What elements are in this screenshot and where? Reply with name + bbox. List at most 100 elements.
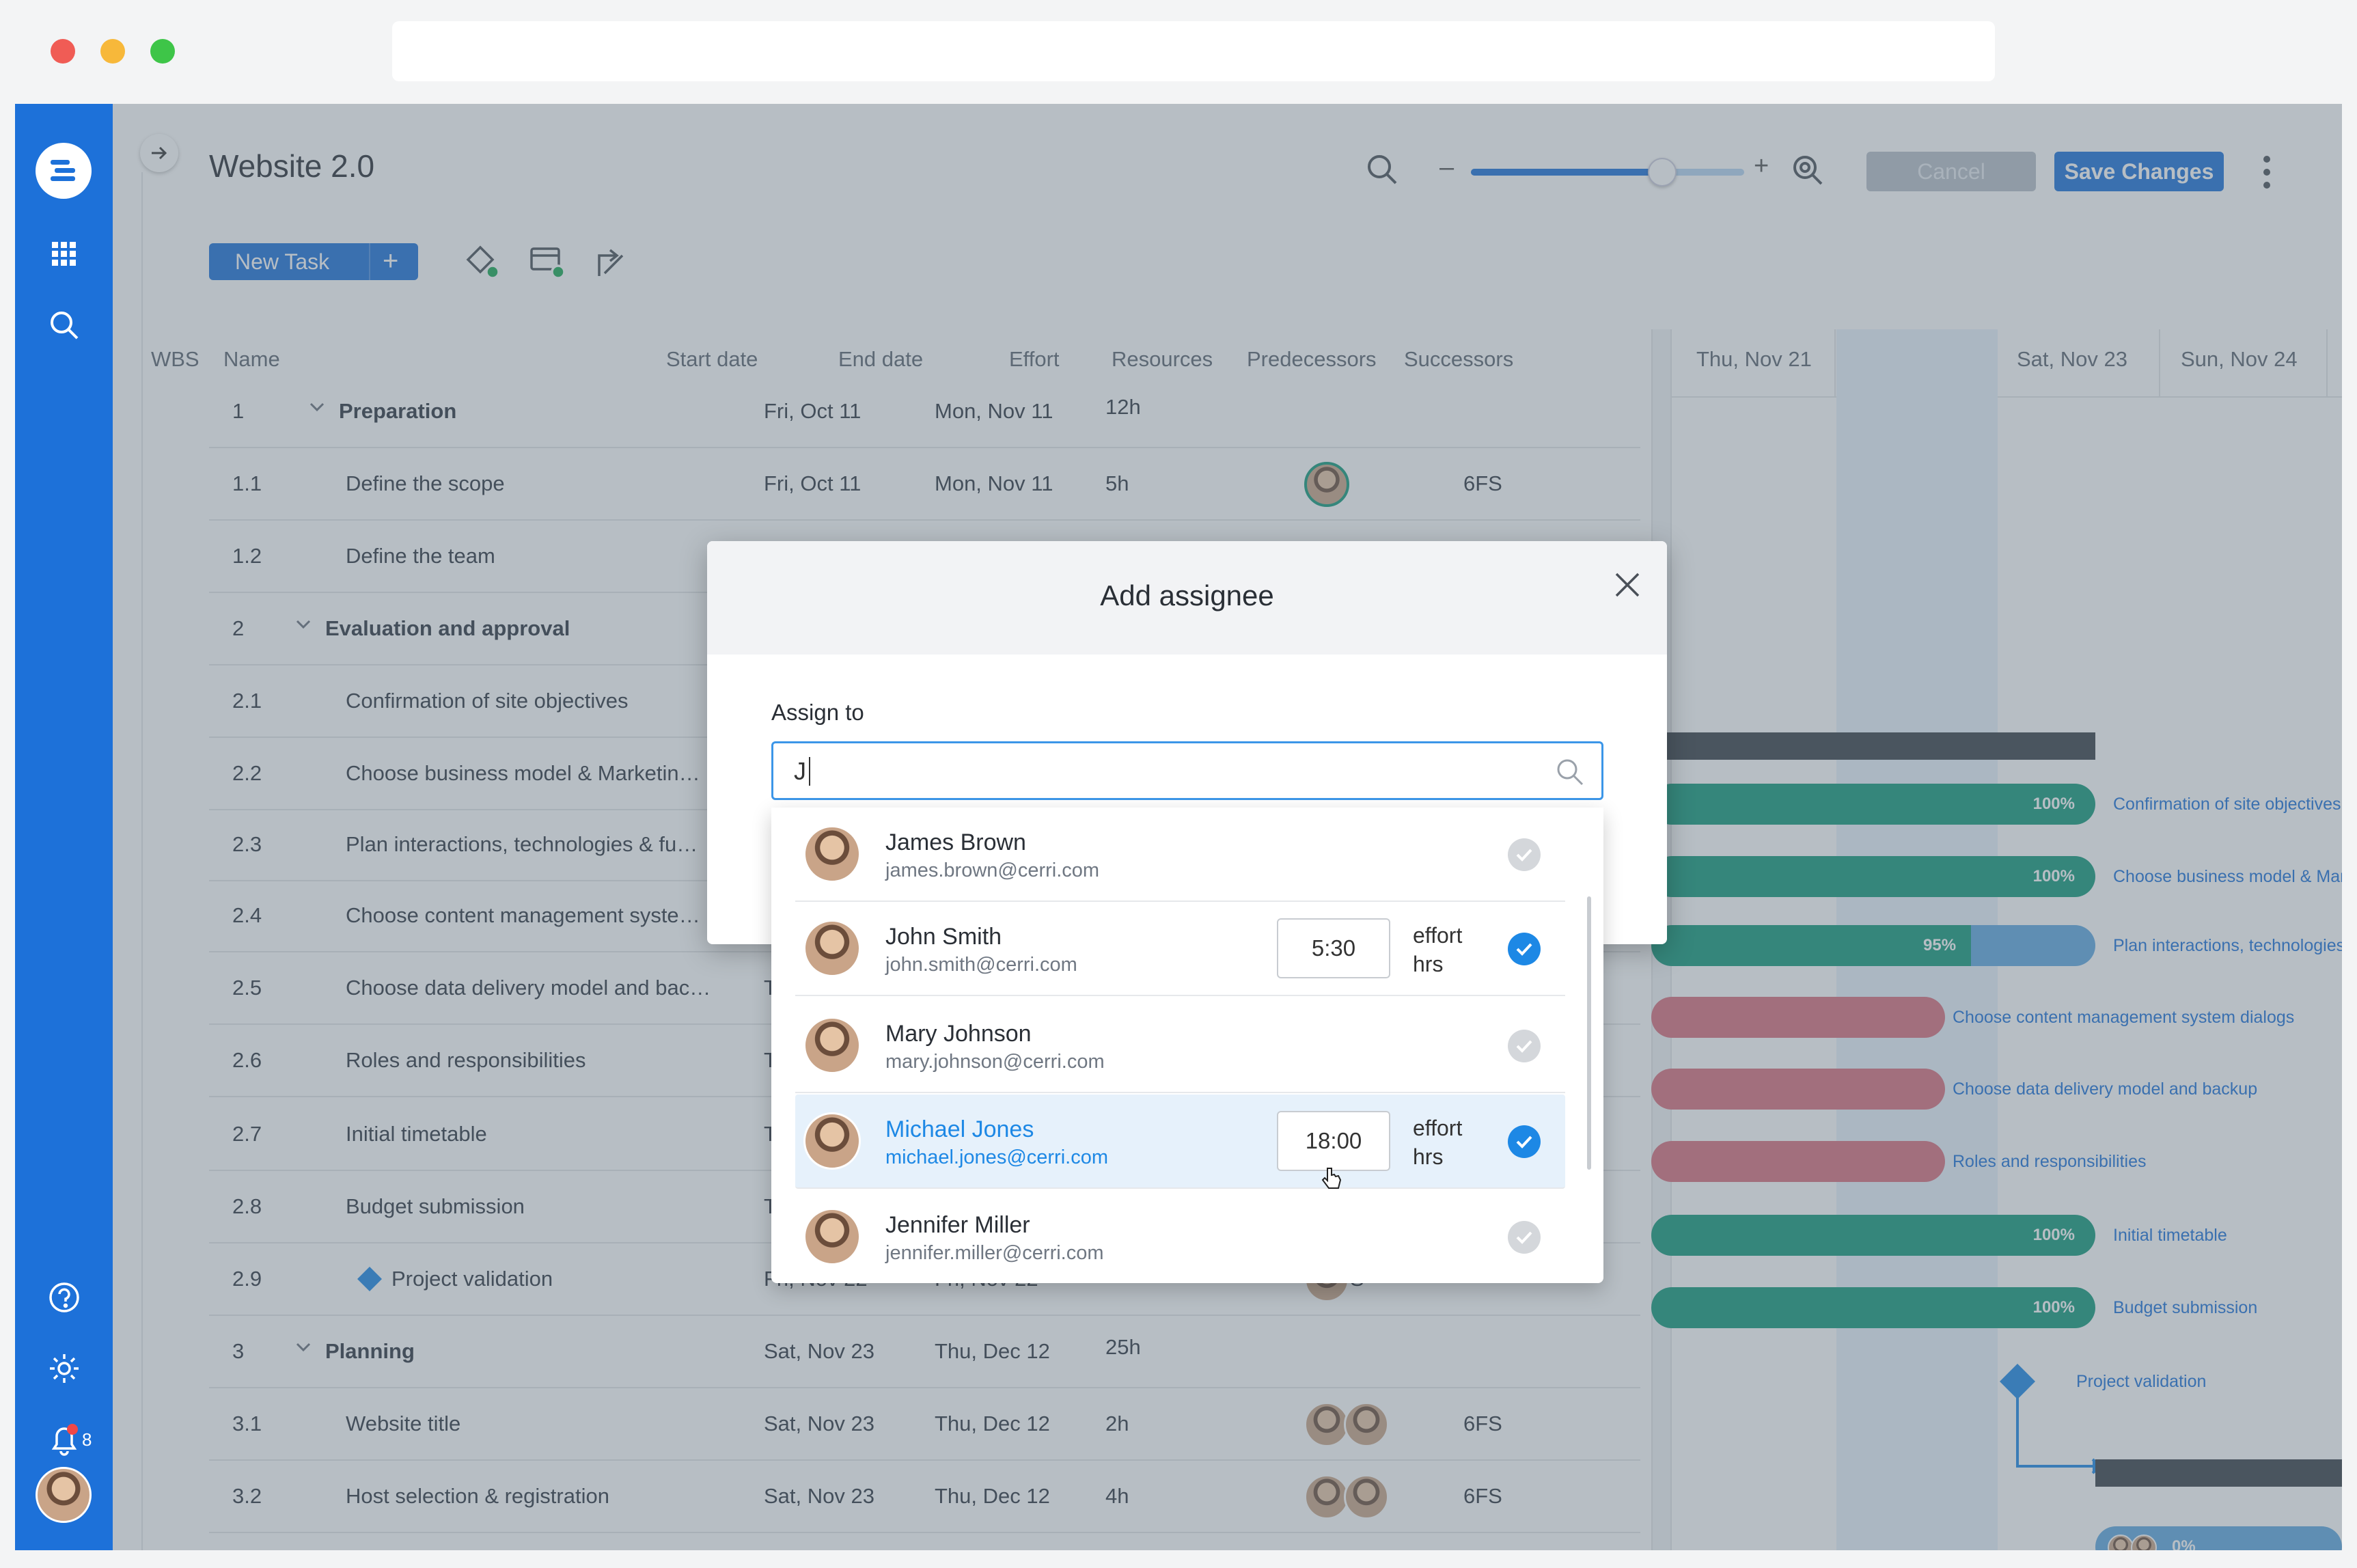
gantt-task-label: Budget submission [2113,1298,2258,1317]
settings-gear-icon[interactable] [15,1345,113,1392]
maximize-window-button[interactable] [150,39,175,64]
column-header-name[interactable]: Name [223,347,280,371]
resource-avatar[interactable] [1344,1402,1389,1447]
table-row[interactable]: 3.2 Host selection & registration Sat, Nov… [209,1461,1640,1533]
gantt-milestone-diamond[interactable] [1998,1362,2037,1404]
column-header-effort[interactable]: Effort [1009,347,1060,371]
zoom-slider[interactable] [1471,158,1744,187]
sidebar: 8 [15,104,113,1550]
new-task-button[interactable]: New Task + [209,243,418,280]
plus-icon: + [383,246,399,276]
person-name: Jennifer Miller [885,1212,1030,1238]
gantt-day-header: Sun, Nov 24 [2181,347,2298,371]
zoom-in-button[interactable]: + [1754,152,1769,180]
gantt-day-divider [1834,329,1836,398]
apps-grid-icon[interactable] [15,230,113,278]
person-avatar [803,825,861,883]
column-header-end-date[interactable]: End date [838,347,924,371]
chevron-down-icon[interactable] [295,619,312,633]
person-email: jennifer.miller@cerri.com [885,1242,1104,1264]
text-cursor [809,757,810,786]
resource-avatar[interactable] [1304,1474,1349,1519]
zoom-out-button[interactable]: – [1439,153,1455,182]
zoom-fit-icon[interactable] [1791,153,1825,191]
add-group-icon[interactable] [529,245,566,284]
notifications-bell-icon[interactable]: 8 [15,1416,113,1463]
gantt-day-divider [2326,329,2328,398]
gantt-bars: 100% Confirmation of site objectives 100% C… [1651,329,2342,1550]
cancel-button[interactable]: Cancel [1866,152,2036,191]
column-header-start-date[interactable]: Start date [666,347,758,371]
help-icon[interactable] [15,1274,113,1321]
gantt-task-bar[interactable]: 100% [1651,784,2095,825]
checked-checkbox-icon[interactable] [1508,1125,1541,1158]
unchecked-checkbox-icon[interactable] [1508,1030,1541,1062]
unchecked-checkbox-icon[interactable] [1508,838,1541,871]
assignee-option[interactable]: Michael Jones michael.jones@cerri.com 18:0… [795,1095,1565,1189]
save-changes-button[interactable]: Save Changes [2054,152,2224,191]
assignee-search-input[interactable]: J [771,741,1603,800]
effort-hours-input[interactable]: 5:30 [1277,918,1390,978]
column-header-successors[interactable]: Successors [1404,347,1514,371]
gantt-task-label: Plan interactions, technologies & functi… [2113,936,2342,955]
assignee-option[interactable]: James Brown james.brown@cerri.com [795,808,1565,902]
zoom-slider-fill [1471,169,1662,176]
gantt-task-bar[interactable]: 95% [1651,925,2095,966]
person-avatar [803,920,861,977]
add-milestone-icon[interactable] [465,245,501,284]
person-avatar [803,1112,861,1170]
minimize-window-button[interactable] [100,39,125,64]
assignee-option[interactable]: Jennifer Miller jennifer.miller@cerri.com [795,1190,1565,1283]
unchecked-checkbox-icon[interactable] [1508,1221,1541,1254]
gantt-task-label: Initial timetable [2113,1226,2227,1245]
link-dependency-icon[interactable] [595,246,628,282]
assignee-option[interactable]: Mary Johnson mary.johnson@cerri.com [795,999,1565,1093]
user-avatar[interactable] [36,1467,92,1523]
assign-to-label: Assign to [771,700,864,725]
effort-hours-input[interactable]: 18:00 [1277,1111,1390,1171]
checked-checkbox-icon[interactable] [1508,933,1541,965]
address-bar[interactable] [392,21,1995,81]
person-avatar [803,1017,861,1074]
panel-divider [141,172,143,1550]
column-header-resources[interactable]: Resources [1112,347,1213,371]
table-row[interactable]: 1.1 Define the scope Fri, Oct 11 Mon, Nov 1… [209,448,1640,521]
gantt-task-bar[interactable] [1651,1069,1945,1110]
app-logo[interactable] [36,143,92,199]
table-row[interactable]: 1 Preparation Fri, Oct 11 Mon, Nov 11 12h [209,377,1640,448]
person-avatar [803,1208,861,1265]
table-row[interactable]: 3.1 Website title Sat, Nov 23 Thu, Dec 12 2h… [209,1388,1640,1461]
gantt-task-label: Choose content management system dialogs [1953,1008,2295,1027]
gantt-task-label: Roles and responsibilities [1953,1152,2147,1171]
modal-title: Add assignee [1100,579,1274,611]
table-row[interactable]: 3 Planning Sat, Nov 23 Thu, Dec 12 25h [209,1316,1640,1388]
expand-panel-button[interactable] [140,134,178,172]
gantt-task-bar[interactable]: 100% [1651,1215,2095,1256]
close-icon[interactable] [1612,570,1642,603]
chevron-down-icon[interactable] [295,1342,312,1356]
search-icon[interactable] [1366,153,1398,189]
gantt-task-bar[interactable] [1651,997,1945,1038]
dropdown-scrollbar[interactable] [1587,896,1591,1170]
person-name: Michael Jones [885,1116,1034,1142]
assignee-option[interactable]: John Smith john.smith@cerri.com 5:30 effort… [795,902,1565,996]
person-email: james.brown@cerri.com [885,859,1100,881]
resource-avatar[interactable] [1304,462,1349,507]
person-email: john.smith@cerri.com [885,954,1077,976]
more-options-icon[interactable] [2262,154,2272,193]
gantt-task-bar[interactable]: 100% [1651,856,2095,897]
search-icon[interactable] [15,301,113,349]
zoom-slider-handle[interactable] [1648,158,1677,187]
milestone-diamond-icon [356,1265,383,1296]
gantt-task-label: Project validation [2076,1372,2207,1391]
effort-unit-label: effort hrs [1413,1116,1463,1169]
close-window-button[interactable] [51,39,75,64]
gantt-task-bar[interactable] [1651,1141,1945,1182]
column-header-predecessors[interactable]: Predecessors [1247,347,1377,371]
resource-avatar[interactable] [1344,1474,1389,1519]
chevron-down-icon[interactable] [309,402,325,416]
gantt-task-bar[interactable]: 100% [1651,1287,2095,1328]
column-header-wbs[interactable]: WBS [151,347,199,371]
pointer-cursor-icon [1321,1166,1342,1194]
assignee-dropdown: James Brown james.brown@cerri.com John Smi… [771,808,1603,1283]
